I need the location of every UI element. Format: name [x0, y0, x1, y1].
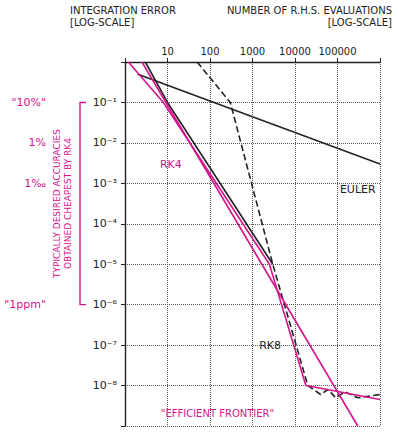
svg-text:1000: 1000: [240, 46, 265, 57]
svg-text:INTEGRATION ERROR: INTEGRATION ERROR: [70, 5, 176, 16]
svg-text:100000: 100000: [318, 46, 356, 57]
svg-text:100: 100: [200, 46, 219, 57]
svg-text:1‰: 1‰: [24, 177, 46, 190]
svg-text:NUMBER OF R.H.S. EVALUATIONS: NUMBER OF R.H.S. EVALUATIONS: [227, 5, 392, 16]
svg-text:10⁻⁶: 10⁻⁶: [93, 298, 118, 311]
svg-text:10⁻³: 10⁻³: [93, 177, 117, 190]
svg-text:"10%": "10%": [11, 96, 46, 109]
svg-text:10⁻⁵: 10⁻⁵: [93, 258, 117, 271]
svg-text:10000: 10000: [279, 46, 311, 57]
svg-text:10⁻¹: 10⁻¹: [93, 96, 117, 109]
svg-text:"1ppm": "1ppm": [4, 298, 46, 311]
svg-text:"EFFICIENT FRONTIER": "EFFICIENT FRONTIER": [161, 408, 274, 419]
svg-text:TYPICALLY DESIRED ACCURACIES: TYPICALLY DESIRED ACCURACIES: [52, 129, 62, 279]
svg-text:OBTAINED CHEAPEST BY RK4: OBTAINED CHEAPEST BY RK4: [63, 138, 73, 269]
svg-text:10⁻⁸: 10⁻⁸: [93, 379, 118, 392]
svg-text:[LOG-SCALE]: [LOG-SCALE]: [328, 17, 392, 28]
svg-text:RK8: RK8: [259, 339, 281, 352]
svg-text:[LOG-SCALE]: [LOG-SCALE]: [70, 17, 134, 28]
svg-text:10⁻⁷: 10⁻⁷: [93, 339, 117, 352]
svg-text:10⁻⁴: 10⁻⁴: [93, 217, 118, 230]
svg-text:10: 10: [161, 46, 174, 57]
svg-text:10⁻²: 10⁻²: [93, 136, 117, 149]
svg-text:1%: 1%: [29, 136, 46, 149]
svg-text:EULER: EULER: [340, 183, 376, 196]
svg-text:RK4: RK4: [160, 158, 182, 171]
